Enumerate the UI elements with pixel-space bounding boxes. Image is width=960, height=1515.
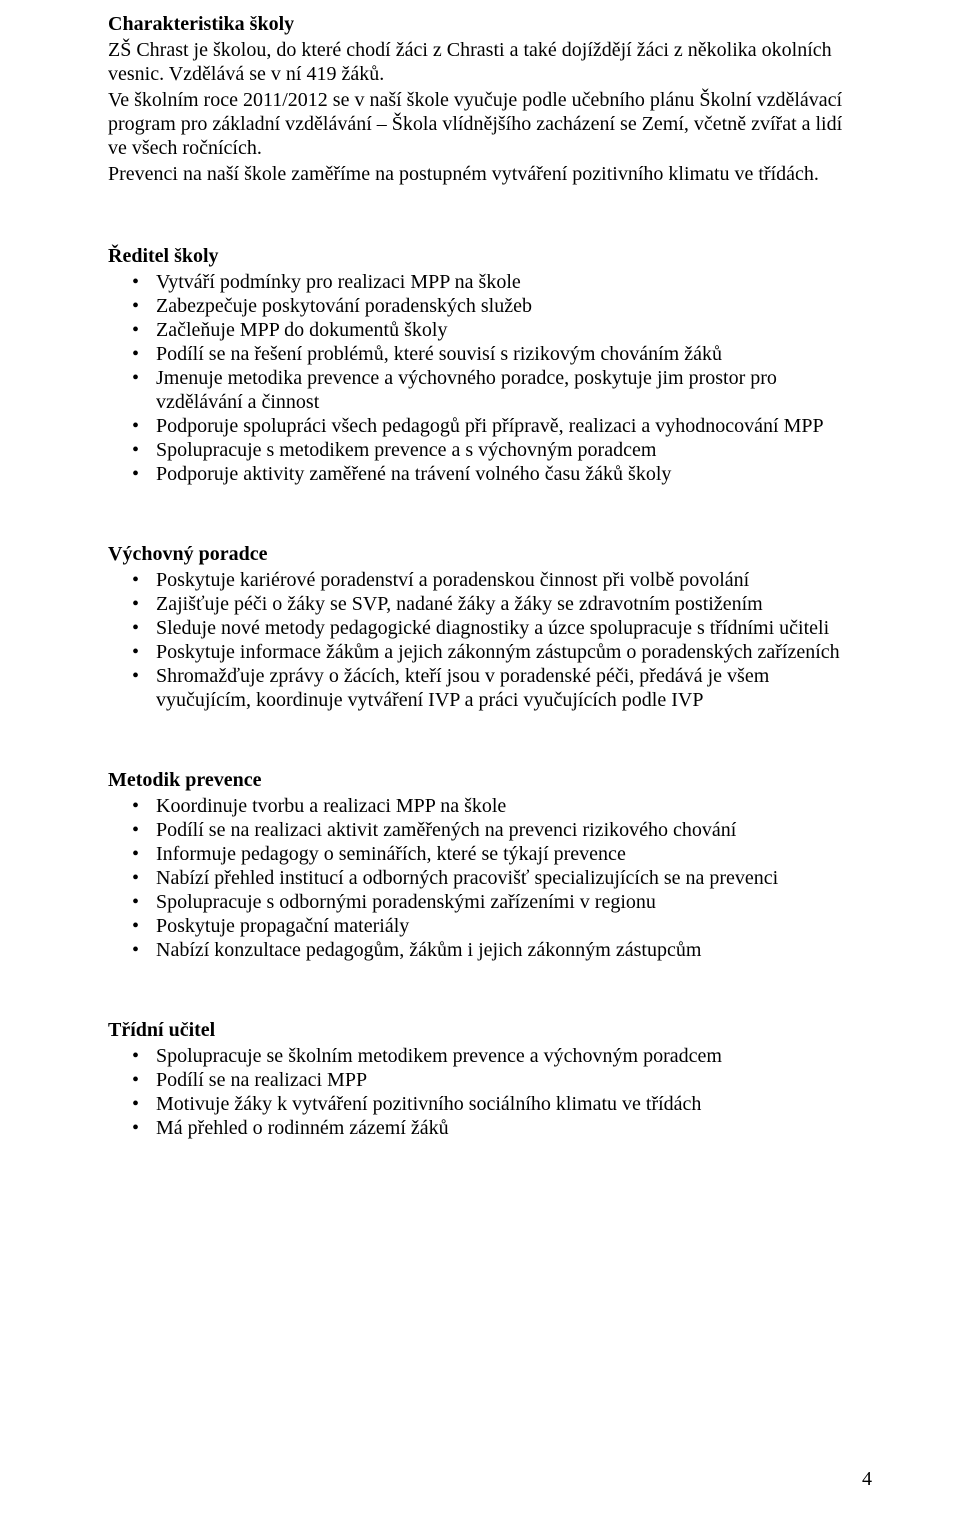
paragraph: Prevenci na naší škole zaměříme na postu… xyxy=(108,162,852,186)
spacer xyxy=(108,188,852,244)
list-item: Nabízí konzultace pedagogům, žákům i jej… xyxy=(108,938,852,962)
section-heading-charakteristika: Charakteristika školy xyxy=(108,12,852,36)
section-heading-vychovny: Výchovný poradce xyxy=(108,542,852,566)
paragraph: ZŠ Chrast je školou, do které chodí žáci… xyxy=(108,38,852,86)
spacer xyxy=(108,486,852,542)
bullet-list-reditel: Vytváří podmínky pro realizaci MPP na šk… xyxy=(108,270,852,486)
section-heading-metodik: Metodik prevence xyxy=(108,768,852,792)
list-item: Podílí se na realizaci MPP xyxy=(108,1068,852,1092)
list-item: Podporuje spolupráci všech pedagogů při … xyxy=(108,414,852,438)
list-item: Má přehled o rodinném zázemí žáků xyxy=(108,1116,852,1140)
list-item: Jmenuje metodika prevence a výchovného p… xyxy=(108,366,852,414)
section-heading-tridni: Třídní učitel xyxy=(108,1018,852,1042)
paragraph: Ve školním roce 2011/2012 se v naší škol… xyxy=(108,88,852,160)
spacer xyxy=(108,712,852,768)
section-heading-reditel: Ředitel školy xyxy=(108,244,852,268)
document-page: Charakteristika školy ZŠ Chrast je školo… xyxy=(0,0,960,1515)
list-item: Poskytuje propagační materiály xyxy=(108,914,852,938)
list-item: Informuje pedagogy o seminářích, které s… xyxy=(108,842,852,866)
list-item: Podílí se na řešení problémů, které souv… xyxy=(108,342,852,366)
list-item: Sleduje nové metody pedagogické diagnost… xyxy=(108,616,852,640)
list-item: Nabízí přehled institucí a odborných pra… xyxy=(108,866,852,890)
list-item: Vytváří podmínky pro realizaci MPP na šk… xyxy=(108,270,852,294)
list-item: Začleňuje MPP do dokumentů školy xyxy=(108,318,852,342)
bullet-list-vychovny: Poskytuje kariérové poradenství a porade… xyxy=(108,568,852,712)
list-item: Spolupracuje s odbornými poradenskými za… xyxy=(108,890,852,914)
list-item: Motivuje žáky k vytváření pozitivního so… xyxy=(108,1092,852,1116)
list-item: Podporuje aktivity zaměřené na trávení v… xyxy=(108,462,852,486)
bullet-list-metodik: Koordinuje tvorbu a realizaci MPP na ško… xyxy=(108,794,852,962)
list-item: Poskytuje informace žákům a jejich zákon… xyxy=(108,640,852,664)
list-item: Shromažďuje zprávy o žácích, kteří jsou … xyxy=(108,664,852,712)
list-item: Zabezpečuje poskytování poradenských slu… xyxy=(108,294,852,318)
bullet-list-tridni: Spolupracuje se školním metodikem preven… xyxy=(108,1044,852,1140)
list-item: Koordinuje tvorbu a realizaci MPP na ško… xyxy=(108,794,852,818)
list-item: Poskytuje kariérové poradenství a porade… xyxy=(108,568,852,592)
list-item: Zajišťuje péči o žáky se SVP, nadané žák… xyxy=(108,592,852,616)
list-item: Spolupracuje s metodikem prevence a s vý… xyxy=(108,438,852,462)
list-item: Podílí se na realizaci aktivit zaměřenýc… xyxy=(108,818,852,842)
list-item: Spolupracuje se školním metodikem preven… xyxy=(108,1044,852,1068)
spacer xyxy=(108,962,852,1018)
page-number: 4 xyxy=(862,1467,872,1491)
